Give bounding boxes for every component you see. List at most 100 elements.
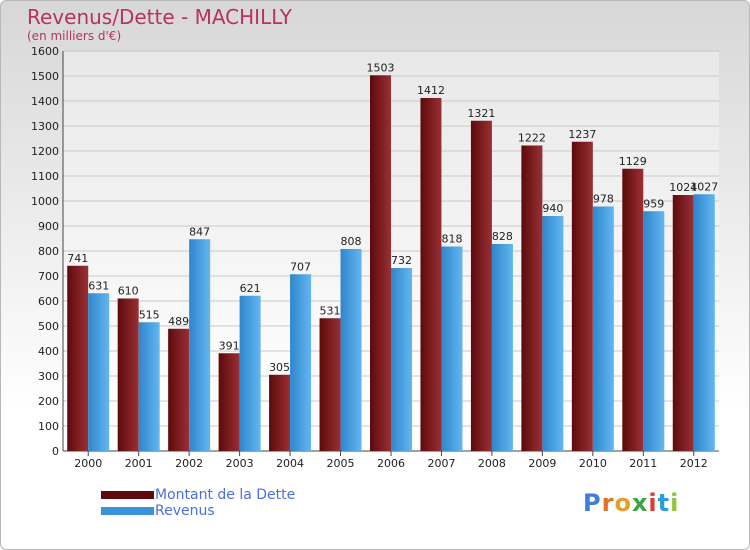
bar-revenus <box>693 194 715 451</box>
data-label-dette: 610 <box>118 285 139 298</box>
data-label-revenus: 808 <box>341 235 362 248</box>
y-tick-label: 600 <box>38 295 59 308</box>
x-tick-label: 2003 <box>226 457 254 470</box>
data-label-revenus: 847 <box>189 225 210 238</box>
x-tick-label: 2000 <box>74 457 102 470</box>
data-label-revenus: 515 <box>139 308 160 321</box>
bar-dette <box>470 120 492 451</box>
legend-swatch-dette <box>101 491 154 499</box>
logo-letter: i <box>670 489 680 517</box>
data-label-revenus: 732 <box>391 254 412 267</box>
y-tick-label: 0 <box>52 445 59 458</box>
x-tick-label: 2012 <box>680 457 708 470</box>
data-label-revenus: 621 <box>240 282 261 295</box>
data-label-dette: 1412 <box>417 84 445 97</box>
x-tick-label: 2001 <box>125 457 153 470</box>
y-tick-label: 900 <box>38 220 59 233</box>
data-label-revenus: 959 <box>643 197 664 210</box>
legend-label-dette: Montant de la Dette <box>155 487 296 503</box>
logo-letter: i <box>648 489 658 517</box>
data-label-revenus: 818 <box>441 233 462 246</box>
x-tick-label: 2005 <box>327 457 355 470</box>
x-tick-label: 2006 <box>377 457 405 470</box>
bar-dette <box>319 318 341 451</box>
bar-revenus <box>391 268 412 451</box>
bar-dette <box>420 98 442 451</box>
bar-revenus <box>441 246 463 451</box>
logo-letter: x <box>631 489 649 517</box>
bar-dette <box>622 168 644 451</box>
data-label-revenus: 978 <box>593 193 614 206</box>
y-tick-label: 800 <box>38 245 59 258</box>
bar-revenus <box>88 293 110 451</box>
legend-label-revenus: Revenus <box>155 503 215 519</box>
bar-dette <box>672 195 694 451</box>
data-label-dette: 1024 <box>669 181 697 194</box>
bar-revenus <box>138 322 160 451</box>
bar-dette <box>218 353 240 451</box>
x-tick-label: 2011 <box>629 457 657 470</box>
data-label-dette: 741 <box>67 252 88 265</box>
x-tick-label: 2004 <box>276 457 304 470</box>
y-tick-label: 1600 <box>31 45 59 58</box>
data-label-dette: 1129 <box>619 155 647 168</box>
data-label-dette: 1503 <box>367 61 395 74</box>
logo-letter: P <box>583 489 602 517</box>
y-tick-label: 500 <box>38 320 59 333</box>
y-tick-label: 1200 <box>31 145 59 158</box>
legend-swatch-revenus <box>101 507 154 515</box>
y-tick-label: 400 <box>38 345 59 358</box>
y-tick-label: 300 <box>38 370 59 383</box>
bar-revenus <box>290 274 312 451</box>
bar-dette <box>67 265 89 451</box>
bar-dette <box>370 75 391 451</box>
y-tick-label: 1500 <box>31 70 59 83</box>
bar-revenus <box>239 295 261 451</box>
data-label-dette: 391 <box>219 339 240 352</box>
bar-revenus <box>340 249 362 451</box>
bar-revenus <box>189 239 211 451</box>
chart-title: Revenus/Dette - MACHILLY <box>27 5 292 29</box>
bar-layer <box>67 75 715 451</box>
y-tick-label: 100 <box>38 420 59 433</box>
y-tick-label: 1400 <box>31 95 59 108</box>
bar-dette <box>117 298 139 451</box>
y-tick-label: 200 <box>38 395 59 408</box>
bar-revenus <box>592 206 614 451</box>
y-tick-label: 1000 <box>31 195 59 208</box>
y-tick-label: 700 <box>38 270 59 283</box>
x-tick-label: 2010 <box>579 457 607 470</box>
bar-revenus <box>643 211 665 451</box>
logo-letter: r <box>601 489 615 517</box>
x-tick-label: 2002 <box>175 457 203 470</box>
x-tick-label: 2008 <box>478 457 506 470</box>
data-label-dette: 1237 <box>568 128 596 141</box>
logo-letter: t <box>657 489 671 517</box>
logo-letter: o <box>614 489 632 517</box>
data-label-revenus: 940 <box>542 202 563 215</box>
x-tick-label: 2009 <box>528 457 556 470</box>
data-label-dette: 531 <box>320 304 341 317</box>
y-tick-label: 1100 <box>31 170 59 183</box>
data-label-revenus: 631 <box>88 279 109 292</box>
bar-dette <box>168 328 190 451</box>
bar-dette <box>571 141 593 451</box>
data-label-revenus: 707 <box>290 260 311 273</box>
data-label-dette: 489 <box>168 315 189 328</box>
bar-dette <box>521 145 543 451</box>
bar-revenus <box>542 216 564 451</box>
bar-dette <box>269 374 291 451</box>
data-label-revenus: 828 <box>492 230 513 243</box>
y-tick-label: 1300 <box>31 120 59 133</box>
data-label-dette: 1321 <box>467 107 495 120</box>
bar-revenus <box>491 244 513 451</box>
data-label-dette: 305 <box>269 361 290 374</box>
data-label-dette: 1222 <box>518 132 546 145</box>
data-label-revenus: 1027 <box>690 180 718 193</box>
x-tick-label: 2007 <box>427 457 455 470</box>
chart-subtitle: (en milliers d'€) <box>27 29 122 43</box>
proxiti-logo: Proxiti <box>583 489 679 517</box>
label-layer: 0 100 200 300 400 500 600 700 800 900 1000 1100 1200… <box>31 45 718 470</box>
